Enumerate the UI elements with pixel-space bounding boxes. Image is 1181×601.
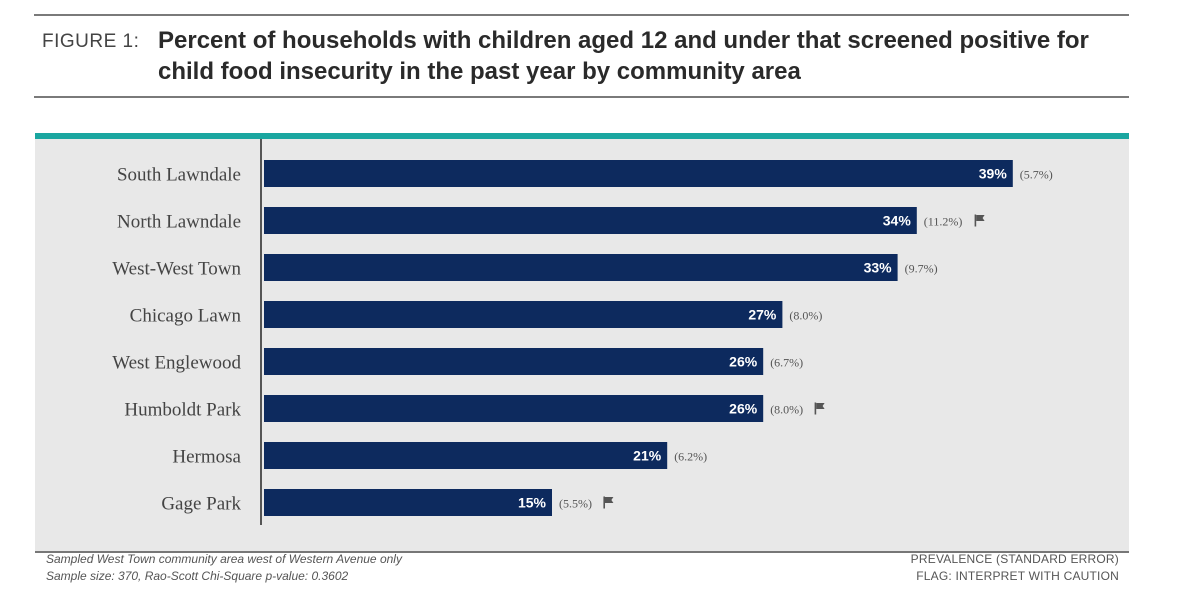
bar (264, 207, 917, 234)
key-prevalence: PREVALENCE (STANDARD ERROR) (910, 552, 1119, 566)
standard-error-label: (8.0%) (789, 309, 822, 323)
category-label: Hermosa (172, 447, 241, 468)
bar-value-label: 21% (633, 448, 662, 464)
bar-value-label: 27% (748, 307, 777, 323)
footnotes: Sampled West Town community area west of… (46, 551, 402, 585)
standard-error-label: (9.7%) (905, 262, 938, 276)
chart-panel: South Lawndale 39% (5.7%) North Lawndale 34%… (35, 133, 1129, 553)
bar-value-label: 34% (883, 213, 912, 229)
bar-value-label: 15% (518, 495, 547, 511)
chart-title: Percent of households with children aged… (158, 27, 1089, 85)
category-label: Gage Park (161, 494, 241, 515)
category-label: North Lawndale (117, 212, 241, 233)
figure-label: FIGURE 1: (42, 31, 140, 52)
category-label: Humboldt Park (124, 400, 241, 421)
category-label: West-West Town (112, 259, 241, 280)
top-rule (34, 14, 1129, 16)
standard-error-label: (5.5%) (559, 497, 592, 511)
standard-error-label: (5.7%) (1020, 168, 1053, 182)
bar-value-label: 26% (729, 354, 758, 370)
bar (264, 160, 1013, 187)
bar (264, 489, 552, 516)
category-label: South Lawndale (117, 165, 241, 186)
category-label: West Englewood (112, 353, 241, 374)
bar (264, 254, 898, 281)
standard-error-label: (6.7%) (770, 356, 803, 370)
bar (264, 395, 764, 422)
bar-value-label: 26% (729, 401, 758, 417)
bar (264, 442, 668, 469)
category-label: Chicago Lawn (130, 306, 242, 327)
legend-key: PREVALENCE (STANDARD ERROR) FLAG: INTERP… (911, 551, 1119, 585)
bar (264, 301, 783, 328)
caution-flag-icon (974, 214, 985, 227)
caution-flag-icon (603, 496, 614, 509)
standard-error-label: (11.2%) (924, 215, 963, 229)
title-rule (34, 96, 1129, 98)
bar-value-label: 33% (864, 260, 893, 276)
footnote-sampling: Sampled West Town community area west of… (46, 552, 402, 566)
standard-error-label: (6.2%) (674, 450, 707, 464)
standard-error-label: (8.0%) (770, 403, 803, 417)
bar-value-label: 39% (979, 166, 1008, 182)
footnote-sample-size: Sample size: 370, Rao-Scott Chi-Square p… (46, 569, 349, 583)
bar-chart: South Lawndale 39% (5.7%) North Lawndale 34%… (112, 139, 1053, 525)
bar (264, 348, 764, 375)
key-flag: FLAG: INTERPRET WITH CAUTION (916, 569, 1119, 583)
caution-flag-icon (814, 402, 825, 415)
